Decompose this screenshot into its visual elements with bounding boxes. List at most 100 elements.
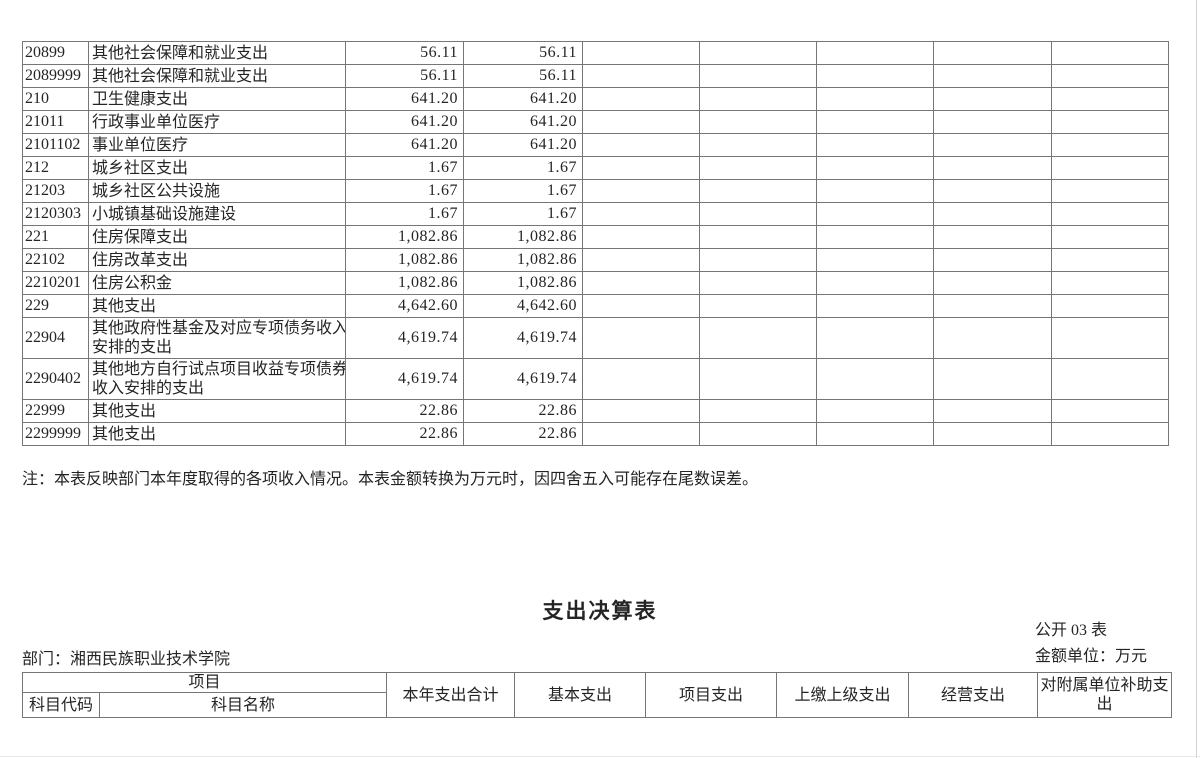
empty-cell (933, 422, 1052, 446)
empty-cell (933, 248, 1052, 272)
subject-name-cell: 住房改革支出 (88, 248, 346, 272)
amount-cell-2: 1.67 (463, 179, 583, 203)
empty-cell (933, 156, 1052, 180)
amount-cell-1: 22.86 (345, 422, 464, 446)
subject-name-cell: 其他社会保障和就业支出 (88, 64, 346, 88)
subject-code-cell: 20899 (22, 41, 89, 65)
subject-code-cell: 2290402 (22, 358, 89, 400)
subject-code-cell: 2299999 (22, 422, 89, 446)
empty-cell (1051, 156, 1169, 180)
table-row: 221 住房保障支出 1,082.86 1,082.86 (22, 225, 1169, 249)
empty-cell (933, 294, 1052, 318)
header-row-1: 项目 本年支出合计 基本支出 项目支出 上缴上级支出 经营支出 对附属单位补助支… (21, 672, 1173, 718)
amount-cell-2: 56.11 (463, 64, 583, 88)
department-label: 部门：湘西民族职业技术学院 (22, 651, 231, 668)
table-row: 2089999 其他社会保障和就业支出 56.11 56.11 (22, 64, 1169, 88)
subject-name-cell: 事业单位医疗 (88, 133, 346, 157)
empty-cell (582, 294, 700, 318)
table-row: 229 其他支出 4,642.60 4,642.60 (22, 294, 1169, 318)
header-row-2: 科目代码 科目名称 (22, 692, 1172, 718)
empty-cell (816, 358, 934, 400)
subject-code-cell: 21011 (22, 110, 89, 134)
amount-cell-2: 4,619.74 (463, 358, 583, 400)
header-operating-expenditure: 经营支出 (908, 672, 1039, 718)
empty-cell (816, 248, 934, 272)
header-paid-to-superior: 上缴上级支出 (776, 672, 910, 718)
subject-code-cell: 229 (22, 294, 89, 318)
empty-cell (699, 156, 817, 180)
subject-code-cell: 22904 (22, 317, 89, 359)
empty-cell (816, 202, 934, 226)
empty-cell (699, 358, 817, 400)
amount-cell-2: 56.11 (463, 41, 583, 65)
empty-cell (699, 294, 817, 318)
empty-cell (699, 41, 817, 65)
amount-cell-1: 1.67 (345, 156, 464, 180)
empty-cell (933, 202, 1052, 226)
subject-code-cell: 2210201 (22, 271, 89, 295)
table-row: 21203 城乡社区公共设施 1.67 1.67 (22, 179, 1169, 203)
empty-cell (582, 271, 700, 295)
amount-cell-1: 641.20 (345, 133, 464, 157)
empty-cell (933, 64, 1052, 88)
empty-cell (699, 202, 817, 226)
empty-cell (699, 317, 817, 359)
subject-name-cell: 住房公积金 (88, 271, 346, 295)
table-row: 210 卫生健康支出 641.20 641.20 (22, 87, 1169, 111)
empty-cell (582, 64, 700, 88)
page-edge-bottom (0, 756, 1200, 757)
amount-cell-2: 641.20 (463, 87, 583, 111)
page-title: 支出决算表 (542, 599, 658, 623)
empty-cell (582, 248, 700, 272)
empty-cell (582, 422, 700, 446)
subject-name-cell: 卫生健康支出 (88, 87, 346, 111)
amount-cell-2: 1,082.86 (463, 225, 583, 249)
amount-cell-1: 4,642.60 (345, 294, 464, 318)
amount-cell-1: 4,619.74 (345, 317, 464, 359)
amount-cell-2: 1.67 (463, 156, 583, 180)
empty-cell (933, 87, 1052, 111)
empty-cell (1051, 87, 1169, 111)
table-row: 22999 其他支出 22.86 22.86 (22, 399, 1169, 423)
subject-code-cell: 2120303 (22, 202, 89, 226)
empty-cell (699, 133, 817, 157)
subject-name-cell: 其他支出 (88, 399, 346, 423)
empty-cell (582, 399, 700, 423)
income-table: 20899 其他社会保障和就业支出 56.11 56.11 2089999 其他… (22, 41, 1169, 446)
header-total-expenditure: 本年支出合计 (386, 672, 516, 718)
empty-cell (933, 317, 1052, 359)
amount-cell-2: 22.86 (463, 422, 583, 446)
header-project: 项目 (21, 672, 388, 693)
empty-cell (582, 133, 700, 157)
empty-cell (1051, 358, 1169, 400)
amount-cell-1: 1.67 (345, 202, 464, 226)
empty-cell (816, 41, 934, 65)
empty-cell (582, 225, 700, 249)
empty-cell (699, 399, 817, 423)
empty-cell (816, 110, 934, 134)
empty-cell (816, 399, 934, 423)
empty-cell (933, 133, 1052, 157)
empty-cell (1051, 422, 1169, 446)
empty-cell (816, 294, 934, 318)
table-row: 2101102 事业单位医疗 641.20 641.20 (22, 133, 1169, 157)
table-row: 2299999 其他支出 22.86 22.86 (22, 422, 1169, 446)
empty-cell (933, 271, 1052, 295)
empty-cell (816, 64, 934, 88)
empty-cell (699, 87, 817, 111)
subject-code-cell: 210 (22, 87, 89, 111)
empty-cell (933, 225, 1052, 249)
empty-cell (582, 110, 700, 134)
amount-cell-2: 641.20 (463, 133, 583, 157)
table-row: 21011 行政事业单位医疗 641.20 641.20 (22, 110, 1169, 134)
page-edge-right (1196, 0, 1197, 758)
empty-cell (816, 317, 934, 359)
empty-cell (1051, 317, 1169, 359)
amount-cell-1: 4,619.74 (345, 358, 464, 400)
amount-cell-2: 1,082.86 (463, 248, 583, 272)
empty-cell (816, 422, 934, 446)
subject-code-cell: 22102 (22, 248, 89, 272)
amount-cell-1: 641.20 (345, 110, 464, 134)
subject-name-cell: 城乡社区公共设施 (88, 179, 346, 203)
amount-cell-2: 641.20 (463, 110, 583, 134)
